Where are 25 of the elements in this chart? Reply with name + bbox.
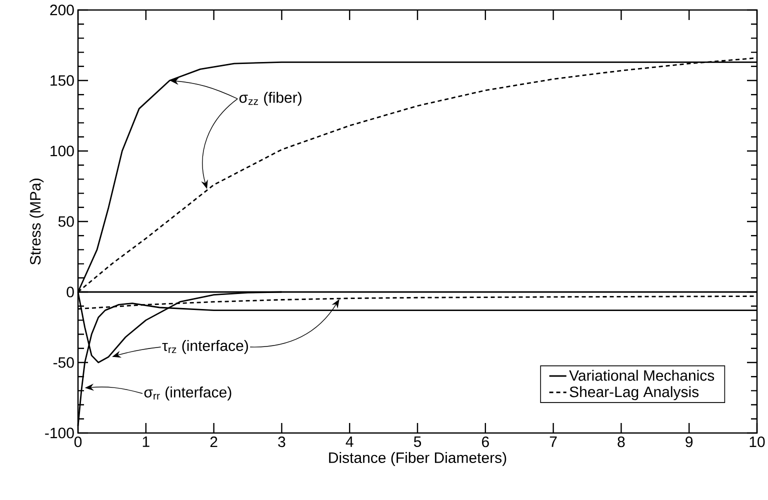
x-axis-title: Distance (Fiber Diameters) bbox=[329, 452, 506, 466]
x-tick-label: 4 bbox=[346, 436, 354, 447]
y-tick-label: 100 bbox=[50, 146, 74, 156]
legend-label: Shear-Lag Analysis bbox=[570, 386, 699, 400]
x-tick-label: 5 bbox=[414, 436, 422, 447]
x-tick-label: 8 bbox=[618, 436, 625, 448]
y-tick-label: 200 bbox=[50, 4, 74, 16]
y-tick-label: -50 bbox=[53, 357, 74, 368]
y-tick-label: -100 bbox=[45, 428, 74, 438]
x-tick-label: 0 bbox=[74, 436, 82, 448]
y-tick-label: 50 bbox=[58, 216, 74, 227]
annotation: σ$_{rr}$ (interface) bbox=[144, 386, 232, 400]
x-tick-label: 3 bbox=[278, 436, 286, 448]
y-axis-title: Stress (MPa) bbox=[30, 178, 44, 265]
x-tick-label: 6 bbox=[482, 436, 489, 448]
x-tick-label: 10 bbox=[750, 436, 765, 448]
x-tick-label: 1 bbox=[142, 436, 150, 447]
y-tick-label: 150 bbox=[50, 75, 74, 86]
x-tick-label: 7 bbox=[550, 436, 557, 447]
x-tick-label: 2 bbox=[210, 436, 218, 447]
annotation: σ$_{zz}$ (fiber) bbox=[239, 92, 302, 106]
annotation: τ$_{rz}$ (interface) bbox=[162, 340, 248, 354]
x-tick-label: 9 bbox=[686, 436, 693, 448]
y-tick-label: 0 bbox=[66, 286, 74, 298]
legend-label: Variational Mechanics bbox=[569, 370, 714, 381]
